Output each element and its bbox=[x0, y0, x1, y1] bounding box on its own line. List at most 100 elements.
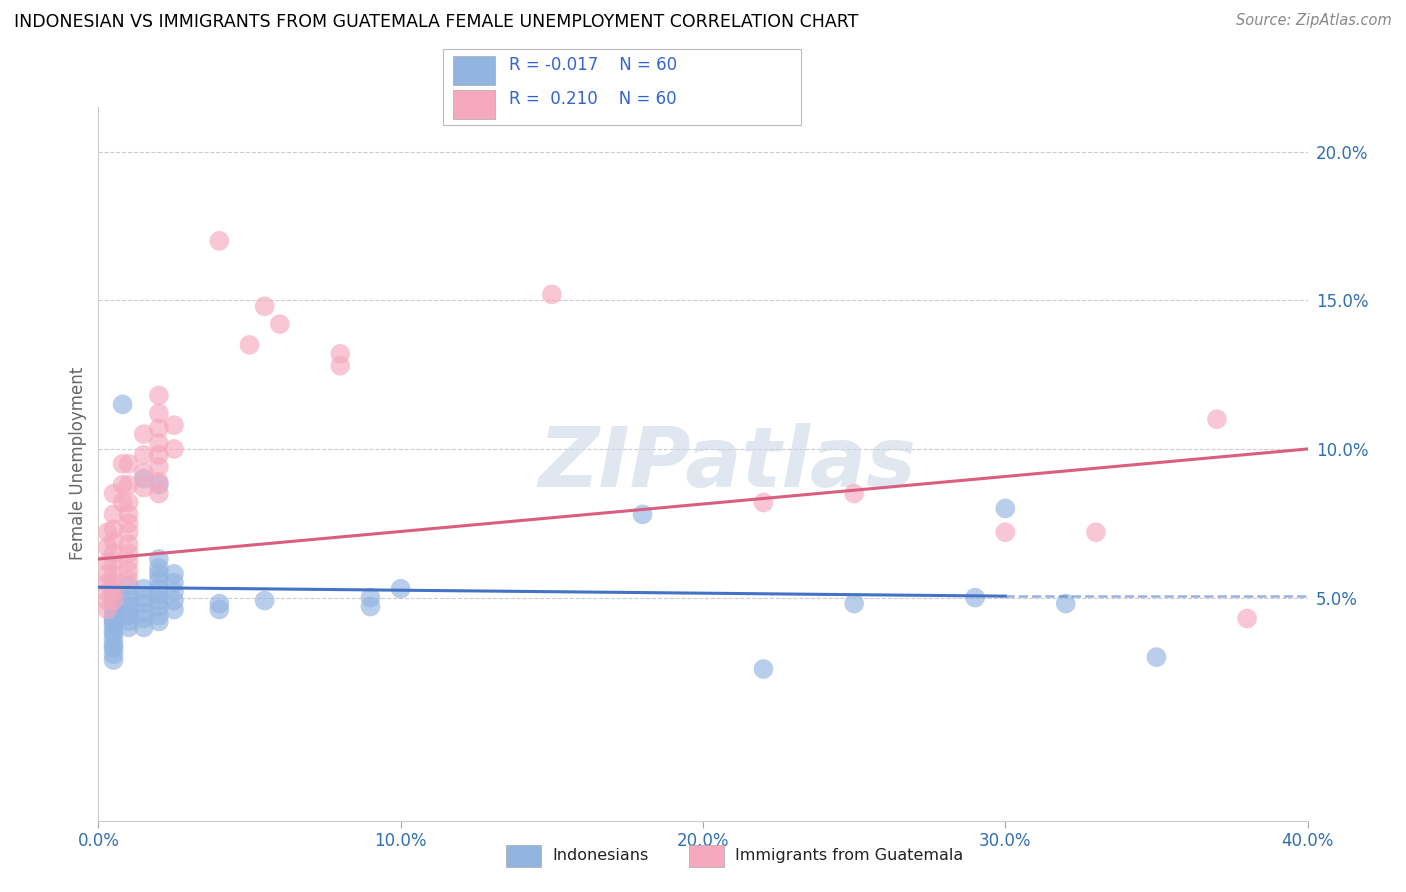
Point bbox=[148, 566, 170, 581]
Point bbox=[118, 615, 141, 629]
Point bbox=[118, 546, 141, 560]
Point bbox=[103, 602, 125, 616]
Point bbox=[148, 406, 170, 420]
Point bbox=[389, 582, 412, 596]
Point bbox=[118, 593, 141, 607]
Point bbox=[103, 626, 125, 640]
Point bbox=[1085, 525, 1108, 540]
Point bbox=[132, 620, 155, 634]
Y-axis label: Female Unemployment: Female Unemployment bbox=[69, 368, 87, 560]
Point bbox=[329, 359, 352, 373]
Point bbox=[132, 597, 155, 611]
Point bbox=[253, 299, 276, 313]
Point bbox=[208, 234, 231, 248]
Point bbox=[163, 442, 186, 456]
Point bbox=[96, 525, 118, 540]
Point bbox=[148, 459, 170, 474]
Point bbox=[631, 508, 654, 522]
Point bbox=[111, 457, 134, 471]
Point bbox=[163, 566, 186, 581]
Point bbox=[103, 638, 125, 652]
Point bbox=[208, 602, 231, 616]
Point bbox=[163, 575, 186, 590]
Point bbox=[118, 606, 141, 620]
Point bbox=[752, 495, 775, 509]
Point bbox=[148, 582, 170, 596]
Point bbox=[132, 606, 155, 620]
Point bbox=[148, 561, 170, 575]
Point bbox=[965, 591, 987, 605]
Point bbox=[253, 593, 276, 607]
Point bbox=[103, 641, 125, 656]
Point bbox=[96, 566, 118, 581]
Point bbox=[111, 397, 134, 411]
Point bbox=[118, 555, 141, 569]
Point bbox=[163, 593, 186, 607]
Point bbox=[148, 448, 170, 462]
Point bbox=[163, 584, 186, 599]
Point bbox=[132, 481, 155, 495]
Point bbox=[118, 525, 141, 540]
Point bbox=[148, 475, 170, 489]
Point bbox=[96, 575, 118, 590]
Point bbox=[148, 486, 170, 500]
Point bbox=[752, 662, 775, 676]
Point bbox=[132, 427, 155, 442]
Point bbox=[118, 573, 141, 587]
Point bbox=[163, 602, 186, 616]
Point bbox=[148, 552, 170, 566]
Point bbox=[148, 573, 170, 587]
Point bbox=[111, 495, 134, 509]
Point bbox=[118, 495, 141, 509]
Point bbox=[148, 477, 170, 491]
Point bbox=[148, 615, 170, 629]
Text: ZIPatlas: ZIPatlas bbox=[538, 424, 917, 504]
Point bbox=[103, 486, 125, 500]
Point bbox=[148, 436, 170, 450]
Point bbox=[96, 602, 118, 616]
Point bbox=[118, 588, 141, 602]
Point bbox=[1144, 650, 1167, 665]
Point bbox=[103, 647, 125, 661]
Point bbox=[118, 516, 141, 531]
Point bbox=[118, 564, 141, 578]
Point bbox=[1206, 412, 1229, 426]
Point bbox=[96, 555, 118, 569]
Point bbox=[103, 566, 125, 581]
Point bbox=[360, 599, 382, 614]
Point bbox=[148, 388, 170, 402]
Point bbox=[239, 338, 262, 352]
Point bbox=[132, 448, 155, 462]
Point bbox=[103, 508, 125, 522]
Point bbox=[111, 477, 134, 491]
Point bbox=[96, 593, 118, 607]
Text: R = -0.017    N = 60: R = -0.017 N = 60 bbox=[509, 56, 678, 74]
Point bbox=[163, 418, 186, 433]
Point bbox=[103, 611, 125, 625]
Point bbox=[103, 653, 125, 667]
Point bbox=[844, 597, 866, 611]
Point bbox=[844, 486, 866, 500]
Point bbox=[118, 599, 141, 614]
Point bbox=[1054, 597, 1077, 611]
Point bbox=[148, 599, 170, 614]
Point bbox=[118, 508, 141, 522]
Text: INDONESIAN VS IMMIGRANTS FROM GUATEMALA FEMALE UNEMPLOYMENT CORRELATION CHART: INDONESIAN VS IMMIGRANTS FROM GUATEMALA … bbox=[14, 13, 859, 31]
Point bbox=[103, 608, 125, 623]
Point bbox=[118, 537, 141, 551]
Point bbox=[148, 593, 170, 607]
Point bbox=[103, 624, 125, 638]
Point bbox=[118, 579, 141, 593]
Point bbox=[118, 620, 141, 634]
Point bbox=[118, 477, 141, 491]
Point bbox=[269, 317, 291, 331]
Point bbox=[103, 593, 125, 607]
Point bbox=[132, 582, 155, 596]
Point bbox=[148, 421, 170, 435]
Point bbox=[103, 575, 125, 590]
Point bbox=[103, 599, 125, 614]
Point bbox=[103, 534, 125, 549]
Point bbox=[103, 555, 125, 569]
Point bbox=[1236, 611, 1258, 625]
Point bbox=[103, 617, 125, 632]
